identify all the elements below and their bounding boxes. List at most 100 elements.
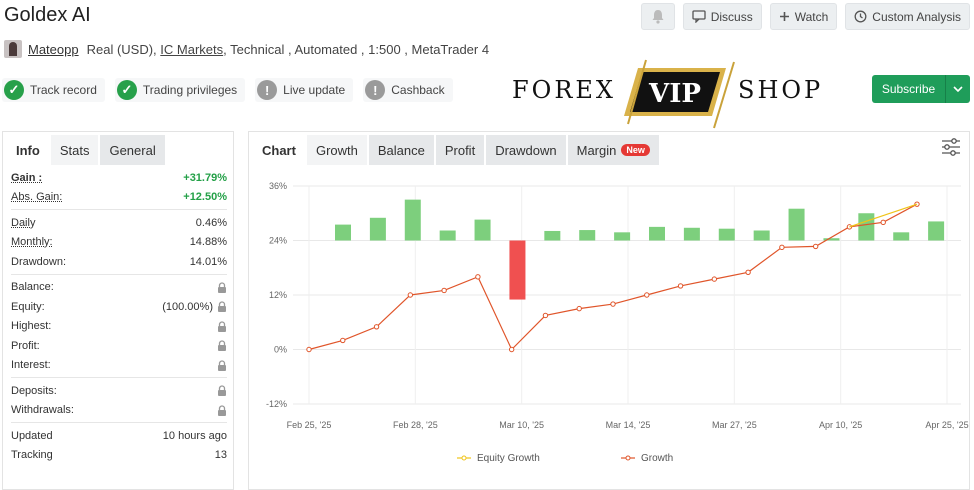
growth-point xyxy=(340,337,346,344)
growth-point xyxy=(745,269,751,275)
logo-text-shop: SHOP xyxy=(738,76,824,104)
track-record-badge[interactable]: ✓ Track record xyxy=(2,78,105,102)
abs-gain-label[interactable]: Abs. Gain: xyxy=(11,191,63,204)
growth-chart[interactable]: 36% 24% 12% 0% -12% Feb 25, '25 Feb 28, '25 Mar… xyxy=(249,166,969,488)
track-record-label: Track record xyxy=(30,83,97,97)
subscribe-dropdown[interactable] xyxy=(946,75,970,103)
account-type: Real (USD), xyxy=(86,41,157,57)
avatar[interactable] xyxy=(4,40,22,58)
growth-point xyxy=(610,301,616,307)
chat-icon xyxy=(692,10,706,23)
growth-point xyxy=(373,324,380,330)
x-tick-label: Mar 14, '25 xyxy=(606,420,651,430)
gain-label[interactable]: Gain : xyxy=(11,171,43,184)
tab-growth[interactable]: Growth xyxy=(306,135,367,165)
stats-panel: Info Stats General Gain : +31.79% Abs. Ga… xyxy=(2,131,234,490)
legend-marker-equity-growth xyxy=(461,455,467,461)
gain-value: +31.79% xyxy=(183,171,227,184)
daily-label[interactable]: Daily xyxy=(11,216,36,229)
bar-positive xyxy=(369,217,386,241)
account-details: , Technical , Automated , 1:500 , MetaTr… xyxy=(223,41,490,57)
x-tick-label: Mar 27, '25 xyxy=(712,420,757,430)
subscribe-button[interactable]: Subscribe xyxy=(872,75,970,103)
tab-stats[interactable]: Stats xyxy=(50,135,99,165)
subscribe-label[interactable]: Subscribe xyxy=(872,75,946,103)
stat-row-equity: Equity: (100.00%) xyxy=(11,297,227,317)
growth-point xyxy=(779,244,785,251)
trading-privileges-label: Trading privileges xyxy=(142,83,238,97)
interest-label: Interest: xyxy=(11,359,51,372)
bar-positive xyxy=(928,221,945,241)
new-badge: New xyxy=(621,144,650,156)
lock-icon xyxy=(218,360,226,371)
live-update-badge[interactable]: ! Live update xyxy=(255,78,354,102)
exclamation-icon: ! xyxy=(257,80,278,100)
equity-label: Equity: xyxy=(11,300,45,313)
growth-point xyxy=(407,292,414,298)
growth-point xyxy=(576,305,582,312)
chart-panel: Chart Growth Balance Profit Drawdown Mar… xyxy=(248,131,970,490)
stat-row-tracking: Tracking 13 xyxy=(11,446,227,466)
lock-icon xyxy=(218,385,226,397)
verification-badges: ✓ Track record ✓ Trading privileges ! Li… xyxy=(2,78,453,102)
profit-label: Profit: xyxy=(11,339,40,352)
x-tick-label: Apr 10, '25 xyxy=(819,420,862,430)
bar-positive xyxy=(823,238,840,241)
x-tick-label: Apr 25, '25 xyxy=(925,420,968,430)
bell-icon xyxy=(652,10,664,24)
monthly-label[interactable]: Monthly: xyxy=(11,236,53,249)
check-icon: ✓ xyxy=(4,80,24,100)
balance-label: Balance: xyxy=(11,281,54,294)
stat-row-deposits: Deposits: xyxy=(11,381,227,401)
discuss-button[interactable]: Discuss xyxy=(682,3,762,30)
forex-vip-shop-logo: FOREX VIP SHOP xyxy=(510,58,830,130)
tab-chart[interactable]: Chart xyxy=(253,135,305,165)
trading-privileges-badge[interactable]: ✓ Trading privileges xyxy=(114,78,246,102)
chevron-down-icon xyxy=(953,86,963,92)
tab-balance[interactable]: Balance xyxy=(368,135,434,165)
updated-label: Updated xyxy=(11,429,53,442)
tab-drawdown[interactable]: Drawdown xyxy=(486,135,566,165)
logo-emblem: VIP xyxy=(624,59,735,129)
custom-analysis-button[interactable]: Custom Analysis xyxy=(845,3,970,30)
lock-icon xyxy=(218,301,226,313)
settings-sliders-icon[interactable] xyxy=(941,138,961,156)
broker-link[interactable]: IC Markets xyxy=(160,41,224,57)
tab-margin[interactable]: Margin New xyxy=(567,135,659,165)
lock-icon xyxy=(218,282,226,293)
divider xyxy=(11,273,227,275)
watch-button[interactable]: Watch xyxy=(769,3,838,30)
exclamation-icon: ! xyxy=(365,80,386,100)
legend-marker-growth xyxy=(625,455,631,461)
deposits-label: Deposits: xyxy=(11,384,57,397)
alert-button[interactable] xyxy=(640,3,675,30)
drawdown-label: Drawdown: xyxy=(11,255,67,268)
growth-point xyxy=(542,312,549,319)
stat-row-highest: Highest: xyxy=(11,317,227,337)
y-tick-label: 24% xyxy=(269,236,287,246)
divider xyxy=(11,377,227,378)
stat-row-abs-gain: Abs. Gain: +12.50% xyxy=(11,188,227,208)
tab-general[interactable]: General xyxy=(100,135,165,165)
bar-positive xyxy=(404,199,421,241)
cashback-badge[interactable]: ! Cashback xyxy=(363,78,453,102)
drawdown-value: 14.01% xyxy=(189,255,227,268)
stat-row-profit: Profit: xyxy=(11,336,227,356)
bar-positive xyxy=(614,232,631,241)
discuss-label: Discuss xyxy=(710,9,753,24)
bar-positive xyxy=(474,219,491,241)
bar-positive xyxy=(788,208,805,241)
bar-positive xyxy=(544,230,561,241)
stat-row-drawdown: Drawdown: 14.01% xyxy=(11,252,227,272)
lock-icon xyxy=(218,321,226,332)
user-link[interactable]: Mateopp xyxy=(28,41,79,57)
stat-row-withdrawals: Withdrawals: xyxy=(11,401,227,421)
tab-info[interactable]: Info xyxy=(7,135,49,165)
equity-growth-series-line xyxy=(849,203,918,228)
lock-icon xyxy=(218,340,226,352)
divider xyxy=(11,422,227,423)
cashback-label: Cashback xyxy=(391,83,445,97)
tab-profit[interactable]: Profit xyxy=(435,135,485,165)
bar-positive xyxy=(683,227,700,241)
stat-row-gain: Gain : +31.79% xyxy=(11,168,227,188)
